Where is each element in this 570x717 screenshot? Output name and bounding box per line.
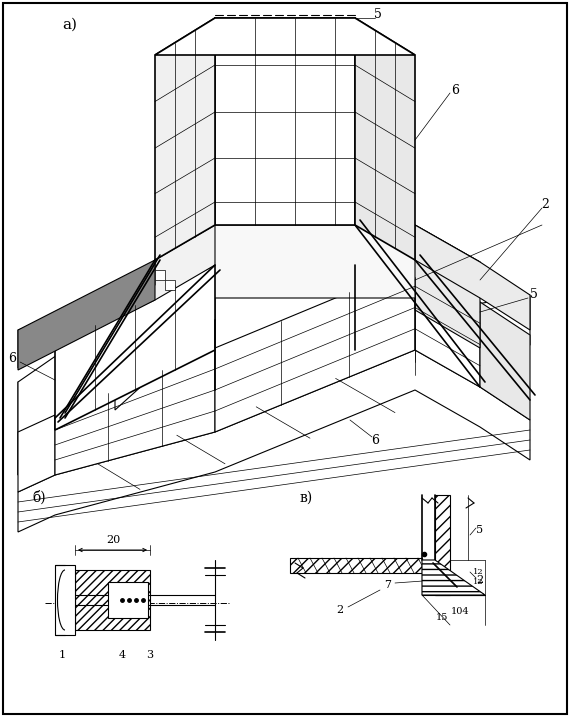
Polygon shape: [165, 280, 175, 290]
Polygon shape: [415, 265, 480, 387]
Polygon shape: [18, 350, 530, 532]
Polygon shape: [355, 18, 415, 260]
Text: а): а): [62, 18, 77, 32]
Text: 12: 12: [473, 578, 483, 586]
Text: 12: 12: [473, 568, 483, 576]
Polygon shape: [18, 260, 155, 370]
Polygon shape: [215, 265, 415, 432]
Text: 1: 1: [59, 650, 66, 660]
Text: 104: 104: [451, 607, 469, 617]
Text: 6: 6: [371, 434, 379, 447]
Polygon shape: [480, 302, 530, 420]
Polygon shape: [155, 18, 215, 260]
Polygon shape: [108, 582, 148, 618]
Polygon shape: [435, 495, 450, 595]
Polygon shape: [290, 558, 422, 573]
Polygon shape: [422, 560, 485, 595]
Polygon shape: [18, 315, 115, 475]
Text: 20: 20: [106, 535, 120, 545]
Polygon shape: [18, 415, 55, 492]
Text: 6: 6: [8, 351, 16, 364]
Text: 4: 4: [119, 650, 125, 660]
Polygon shape: [18, 295, 530, 475]
Polygon shape: [415, 225, 530, 330]
Text: 7: 7: [385, 580, 392, 590]
Text: 2: 2: [541, 199, 549, 212]
Text: 15: 15: [436, 614, 448, 622]
Text: 5: 5: [374, 9, 382, 22]
Polygon shape: [55, 265, 215, 430]
Polygon shape: [415, 225, 480, 348]
Polygon shape: [155, 270, 165, 280]
Polygon shape: [18, 225, 215, 368]
Polygon shape: [215, 18, 355, 225]
Text: 5: 5: [477, 525, 483, 535]
Polygon shape: [155, 18, 415, 55]
Polygon shape: [55, 225, 215, 350]
Text: 6: 6: [451, 83, 459, 97]
Text: б): б): [32, 491, 46, 505]
Text: 5: 5: [530, 288, 538, 302]
Polygon shape: [422, 560, 485, 595]
Text: 3: 3: [146, 650, 153, 660]
Polygon shape: [55, 565, 75, 635]
Polygon shape: [55, 348, 215, 475]
Polygon shape: [75, 570, 150, 630]
Text: 2: 2: [477, 575, 483, 585]
Text: 2: 2: [336, 605, 344, 615]
Text: в): в): [300, 491, 314, 505]
Polygon shape: [155, 225, 480, 298]
Polygon shape: [115, 225, 215, 410]
